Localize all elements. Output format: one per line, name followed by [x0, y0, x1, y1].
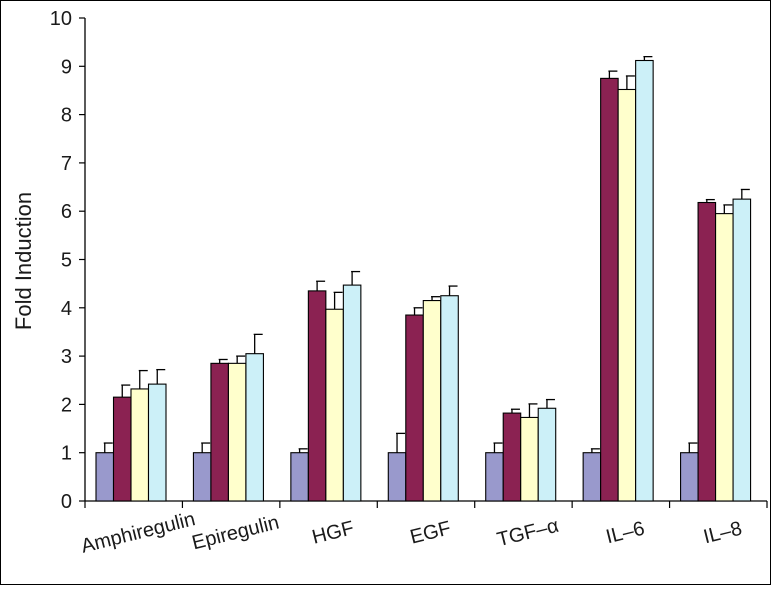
x-tick-label: Amphiregulin — [79, 508, 198, 558]
y-axis-label: Fold Induction — [11, 192, 36, 330]
bar — [325, 308, 344, 502]
y-tick-label: 1 — [61, 443, 72, 465]
y-tick-label: 3 — [61, 346, 72, 368]
bar — [307, 290, 327, 502]
bar — [192, 452, 212, 502]
bar — [227, 362, 247, 502]
bar — [405, 314, 424, 502]
bar — [422, 300, 442, 502]
bar — [485, 452, 504, 502]
bar — [617, 88, 637, 502]
bar — [210, 362, 229, 502]
bar — [732, 198, 752, 502]
bar — [440, 295, 459, 502]
bar — [520, 416, 539, 502]
x-tick-label: IL–8 — [701, 518, 744, 549]
bar — [147, 383, 167, 502]
bar — [387, 452, 407, 502]
bar — [342, 284, 362, 502]
y-tick-label: 2 — [61, 394, 72, 416]
bar — [290, 452, 309, 502]
bar — [582, 452, 602, 502]
y-tick-label: 7 — [61, 153, 72, 175]
x-tick-label: HGF — [310, 517, 356, 549]
x-tick-label: TGF–α — [495, 515, 561, 552]
y-tick-label: 4 — [61, 298, 72, 320]
y-tick-label: 8 — [61, 105, 72, 127]
bar — [697, 201, 717, 502]
x-tick-label: EGF — [408, 517, 453, 548]
bars — [95, 55, 752, 502]
bar — [130, 388, 150, 502]
y-tick-label: 0 — [61, 491, 72, 513]
bar — [537, 407, 557, 502]
bar — [112, 396, 132, 502]
bar — [502, 412, 522, 502]
bar — [95, 452, 115, 502]
y-tick-label: 5 — [61, 250, 72, 272]
bar — [635, 59, 654, 502]
x-tick-label: IL–6 — [604, 518, 647, 549]
bar — [680, 452, 699, 502]
x-tick-label: Epiregulin — [190, 512, 282, 555]
y-tick-label: 6 — [61, 201, 72, 223]
bar — [245, 353, 264, 502]
bar — [600, 77, 619, 502]
bar — [715, 213, 734, 502]
y-tick-label: 9 — [61, 56, 72, 78]
y-tick-label: 10 — [50, 8, 72, 30]
y-axis: 0 1 2 3 4 5 6 7 8 9 10 — [50, 8, 86, 513]
